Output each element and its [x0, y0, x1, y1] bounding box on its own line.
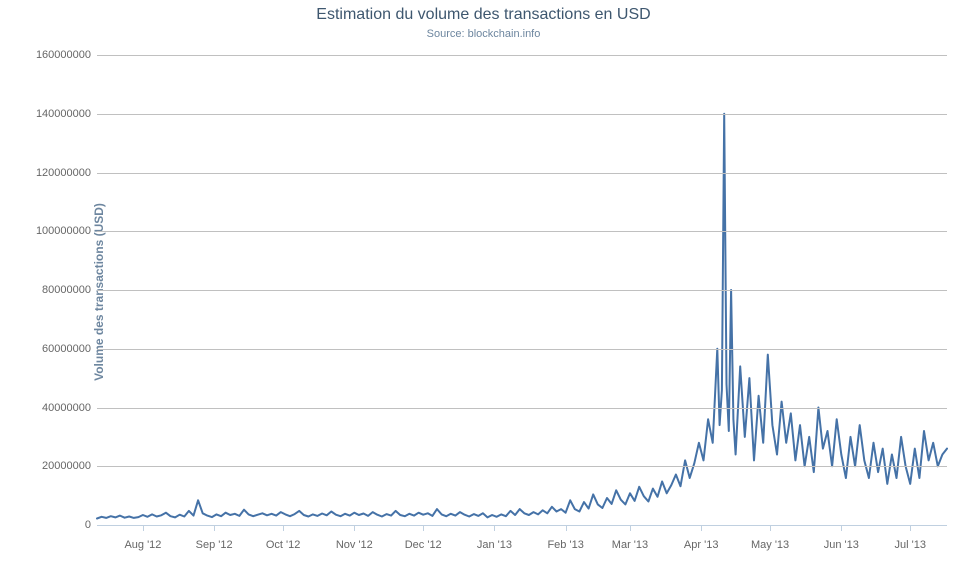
- chart-title: Estimation du volume des transactions en…: [0, 6, 967, 24]
- x-tick-label: May '13: [751, 525, 789, 551]
- x-tick-label: Feb '13: [547, 525, 583, 551]
- y-tick-label: 140000000: [36, 108, 97, 120]
- gridline: [97, 55, 947, 56]
- x-tick-label: Jul '13: [895, 525, 926, 551]
- x-tick-label: Nov '12: [336, 525, 373, 551]
- x-tick-label: Jan '13: [477, 525, 512, 551]
- gridline: [97, 114, 947, 115]
- x-tick-label: Apr '13: [684, 525, 719, 551]
- gridline: [97, 466, 947, 467]
- x-tick-label: Dec '12: [405, 525, 442, 551]
- x-tick-label: Sep '12: [196, 525, 233, 551]
- gridline: [97, 349, 947, 350]
- x-tick-label: Mar '13: [612, 525, 648, 551]
- gridline: [97, 173, 947, 174]
- y-tick-label: 80000000: [42, 284, 97, 296]
- series-line: [97, 114, 947, 519]
- plot-area: 0200000004000000060000000800000001000000…: [97, 55, 947, 525]
- y-tick-label: 120000000: [36, 167, 97, 179]
- chart-container: Estimation du volume des transactions en…: [0, 0, 967, 584]
- y-tick-label: 20000000: [42, 460, 97, 472]
- gridline: [97, 290, 947, 291]
- gridline: [97, 408, 947, 409]
- y-tick-label: 160000000: [36, 49, 97, 61]
- y-tick-label: 60000000: [42, 343, 97, 355]
- y-tick-label: 0: [85, 519, 97, 531]
- gridline: [97, 231, 947, 232]
- y-tick-label: 40000000: [42, 402, 97, 414]
- x-tick-label: Jun '13: [824, 525, 859, 551]
- x-tick-label: Aug '12: [124, 525, 161, 551]
- x-tick-label: Oct '12: [266, 525, 301, 551]
- y-tick-label: 100000000: [36, 225, 97, 237]
- chart-subtitle: Source: blockchain.info: [0, 28, 967, 40]
